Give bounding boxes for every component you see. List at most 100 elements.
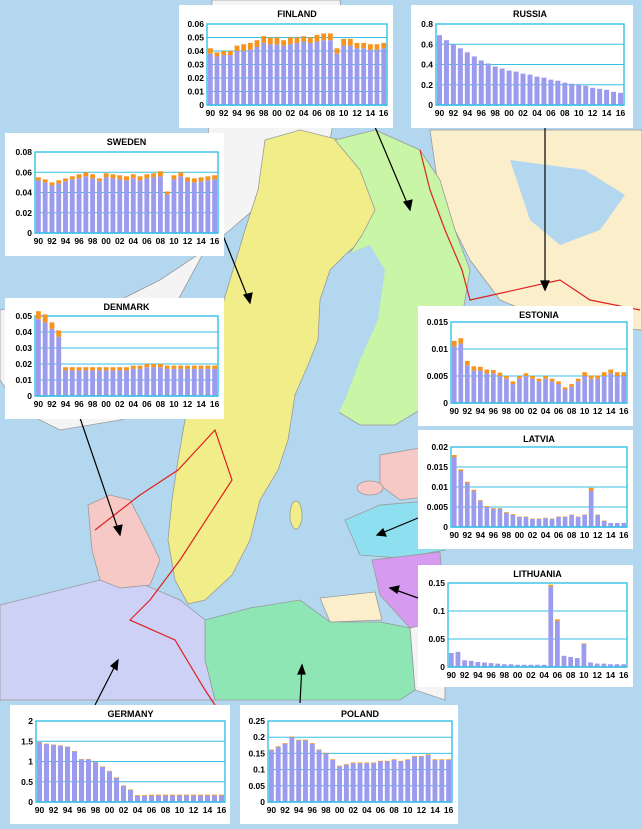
russia-y-tick-label: 0.8 xyxy=(421,19,433,29)
poland-bar-base xyxy=(405,759,411,802)
finland-bar-base xyxy=(294,42,300,105)
lithuania-x-tick-label: 12 xyxy=(592,670,602,680)
germany-bar-top xyxy=(218,794,225,796)
sweden-bar-base xyxy=(42,182,48,233)
estonia-bar-top xyxy=(575,378,581,382)
estonia-bar-top xyxy=(517,376,522,379)
sweden-bar-base xyxy=(90,178,96,233)
lithuania-x-tick-label: 00 xyxy=(513,670,523,680)
estonia-bar-base xyxy=(614,376,620,403)
finland-bar-top xyxy=(274,37,280,45)
poland-bar-top xyxy=(296,739,302,741)
sweden-bar-top xyxy=(191,178,197,183)
denmark-bar-base xyxy=(63,370,68,396)
lithuania-bar-base xyxy=(621,664,627,667)
sweden-bar-base xyxy=(124,180,129,233)
finland-bar-top xyxy=(374,44,380,50)
finland-bar-base xyxy=(267,44,273,105)
denmark-y-tick-label: 0.04 xyxy=(15,327,32,337)
latvia-x-tick-label: 02 xyxy=(528,530,538,540)
finland-x-tick-label: 96 xyxy=(246,108,256,118)
latvia-bar-base xyxy=(484,507,490,527)
denmark-bar-top xyxy=(205,365,211,369)
germany-bar-base xyxy=(183,795,190,802)
lithuania-bar-top xyxy=(548,584,554,587)
germany-bar-base xyxy=(155,795,162,802)
russia-bar-base xyxy=(534,76,540,105)
sweden-bar-base xyxy=(157,176,163,233)
latvia-bar-top xyxy=(588,487,594,491)
russia-bar-base xyxy=(457,48,463,105)
finland-bar-top xyxy=(221,51,227,56)
russia-bar-base xyxy=(562,82,568,105)
denmark-x-tick-label: 02 xyxy=(115,399,125,409)
estonia-bar-top xyxy=(504,376,509,379)
poland-bar-top xyxy=(282,743,288,744)
finland-bar-top xyxy=(381,42,387,49)
latvia-bar-base xyxy=(471,491,477,527)
finland-bar-base xyxy=(381,48,387,105)
denmark-bar-base xyxy=(212,368,218,396)
finland-chart-title: FINLAND xyxy=(277,9,317,19)
denmark-bar-base xyxy=(198,368,204,396)
poland-bar-base xyxy=(268,750,274,802)
russia-bar-base xyxy=(604,89,610,105)
russia-y-tick-label: 0 xyxy=(428,100,433,110)
denmark-x-tick-label: 04 xyxy=(129,399,139,409)
russia-x-tick-label: 08 xyxy=(560,108,570,118)
russia-x-tick-label: 12 xyxy=(588,108,598,118)
sweden-y-tick-label: 0.02 xyxy=(15,208,32,218)
germany-x-tick-label: 08 xyxy=(161,805,171,815)
latvia-bar-base xyxy=(510,515,516,527)
latvia-bar-base xyxy=(536,519,542,527)
estonia-bar-base xyxy=(451,346,457,403)
sweden-x-tick-label: 90 xyxy=(34,236,44,246)
russia-bar-base xyxy=(611,91,617,105)
poland-bar-top xyxy=(425,754,431,756)
estonia-bar-top xyxy=(543,376,548,379)
denmark-bar-base xyxy=(171,368,177,396)
lithuania-x-tick-label: 08 xyxy=(566,670,576,680)
russia-x-tick-label: 10 xyxy=(574,108,584,118)
estonia-bar-base xyxy=(491,373,496,403)
poland-bar-top xyxy=(418,755,424,757)
finland-y-tick-label: 0.06 xyxy=(187,19,204,29)
lithuania-bar-base xyxy=(448,653,454,667)
denmark-x-tick-label: 14 xyxy=(196,399,206,409)
latvia-bar-base xyxy=(543,518,548,527)
lithuania-bar-base xyxy=(581,644,587,667)
poland-bar-top xyxy=(412,755,417,757)
poland-x-tick-label: 98 xyxy=(321,805,331,815)
russia-x-tick-label: 00 xyxy=(504,108,514,118)
lithuania-bar-base xyxy=(614,664,620,667)
denmark-y-tick-label: 0.05 xyxy=(15,311,32,321)
region-boundary-line xyxy=(94,428,233,706)
germany-chart: GERMANY 0 0.5 1 1.5 2 90 92 94 96 98 00 02 04 06 08 10 12… xyxy=(21,709,226,815)
poland-y-tick-label: 0.1 xyxy=(253,765,265,775)
germany-x-tick-label: 14 xyxy=(203,805,213,815)
sweden-bar-top xyxy=(205,176,211,181)
estonia-x-tick-label: 10 xyxy=(580,406,590,416)
russia-x-tick-label: 98 xyxy=(490,108,500,118)
estonia-bar-base xyxy=(517,378,522,403)
sweden-bar-base xyxy=(198,181,204,233)
germany-bar-base xyxy=(36,742,43,802)
germany-bar-base xyxy=(211,795,218,802)
poland-bar-base xyxy=(303,740,308,802)
estonia-bar-top xyxy=(477,366,483,371)
germany-bar-top xyxy=(155,794,162,796)
germany-bar-base xyxy=(127,789,134,802)
russia-bar-base xyxy=(541,77,547,105)
estonia-y-tick-label: 0.005 xyxy=(427,371,449,381)
denmark-bar-base xyxy=(117,370,123,396)
poland-bar-top xyxy=(398,760,404,762)
sweden-y-tick-label: 0.06 xyxy=(15,167,32,177)
finland-bar-top xyxy=(241,44,247,51)
estonia-bar-base xyxy=(530,378,535,403)
russia-x-tick-label: 96 xyxy=(477,108,487,118)
latvia-x-tick-label: 98 xyxy=(502,530,512,540)
sweden-bar-base xyxy=(56,183,62,233)
russia-bar-base xyxy=(450,44,456,105)
denmark-bar-top xyxy=(83,367,89,371)
finland-y-tick-label: 0 xyxy=(199,100,204,110)
